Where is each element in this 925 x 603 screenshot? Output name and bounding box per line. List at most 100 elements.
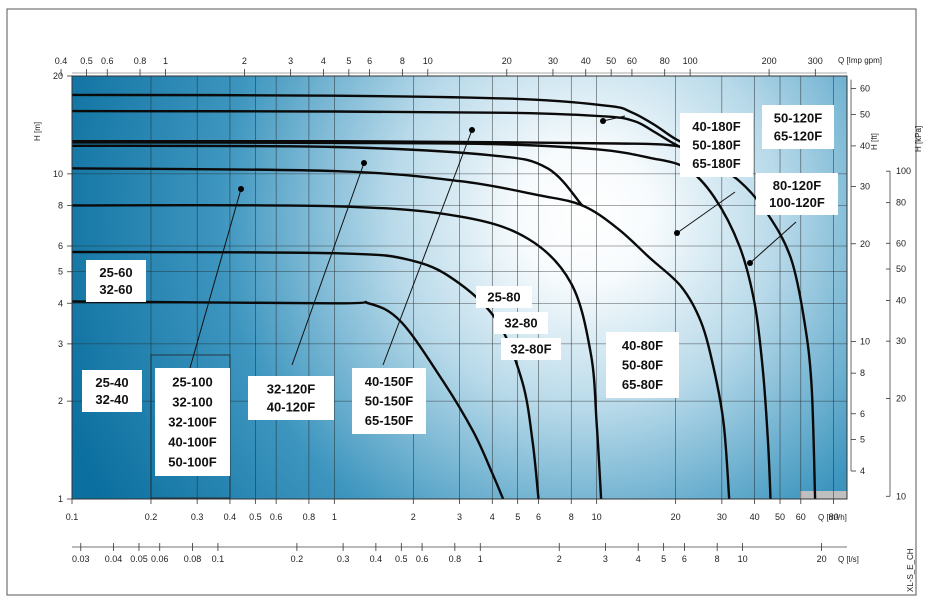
top-tick-label: 1: [163, 56, 168, 66]
pump-label: 32-80F: [510, 342, 551, 357]
right-kpa-tick-label: 20: [896, 393, 906, 403]
top-tick-label: 300: [808, 56, 823, 66]
bottom-tick-label: 0.4: [370, 554, 383, 564]
pump-curve-2: [72, 250, 540, 499]
pump-label: 50-180F: [692, 138, 740, 153]
bottom-tick-label: 0.06: [151, 554, 169, 564]
x-tick-label: 50: [775, 512, 785, 522]
pump-label: 25-60: [99, 265, 132, 280]
x-tick-label: 40: [750, 512, 760, 522]
y-tick-label: 3: [58, 339, 63, 349]
pump-curve-1: [72, 300, 505, 499]
pump-label: 32-80: [504, 316, 537, 331]
pump-label: 40-180F: [692, 119, 740, 134]
right-ft-tick-label: 4: [860, 466, 865, 476]
y-tick-label: 1: [58, 494, 63, 504]
pump-label: 65-150F: [365, 413, 413, 428]
y-tick-label: 5: [58, 267, 63, 277]
x-tick-label: 1: [332, 512, 337, 522]
x-tick-label: 3: [457, 512, 462, 522]
bottom-tick-label: 2: [557, 554, 562, 564]
bottom-tick-label: 0.05: [130, 554, 148, 564]
label-box: [762, 105, 834, 149]
right-kpa-tick-label: 50: [896, 264, 906, 274]
top-tick-label: 8: [400, 56, 405, 66]
label-box: [86, 260, 146, 302]
top-tick-label: 4: [321, 56, 326, 66]
top-tick-label: 200: [762, 56, 777, 66]
pump-label: 32-100F: [168, 415, 216, 430]
top-tick-label: 10: [423, 56, 433, 66]
bottom-tick-label: 0.1: [212, 554, 225, 564]
x-tick-label: 2: [411, 512, 416, 522]
pump-curve-9: [72, 93, 698, 151]
label-box: [82, 370, 142, 412]
top-tick-label: 6: [367, 56, 372, 66]
bottom-tick-label: 0.08: [184, 554, 202, 564]
bottom-tick-label: 20: [817, 554, 827, 564]
x-tick-label: 60: [796, 512, 806, 522]
top-tick-label: 60: [627, 56, 637, 66]
right-kpa-tick-label: 80: [896, 198, 906, 208]
top-axis-unit: Q [Imp gpm]: [838, 56, 882, 65]
right-ft-tick-label: 40: [860, 141, 870, 151]
leader-line: [676, 191, 736, 234]
leader-dot: [238, 186, 244, 192]
label-box: [756, 173, 838, 215]
y-tick-label: 4: [58, 298, 63, 308]
bottom-tick-label: 0.04: [105, 554, 123, 564]
pump-label: 40-150F: [365, 374, 413, 389]
x-tick-label: 80: [829, 512, 839, 522]
label-box: [155, 368, 230, 476]
x-tick-label: 8: [569, 512, 574, 522]
right-ft-tick-label: 5: [860, 435, 865, 445]
label-box: [501, 338, 561, 360]
leader-line: [602, 115, 626, 122]
right-ft-tick-label: 60: [860, 84, 870, 94]
x-tick-label: 5: [515, 512, 520, 522]
bottom-tick-label: 1: [478, 554, 483, 564]
label-box: [606, 332, 679, 398]
x-tick-label: 0.8: [303, 512, 316, 522]
right-ft-tick-label: 30: [860, 182, 870, 192]
pump-label: 40-100F: [168, 435, 216, 450]
curve-group: [72, 93, 817, 499]
pump-label: 50-150F: [365, 394, 413, 409]
pump-label: 50-120F: [774, 111, 822, 126]
bottom-tick-label: 0.03: [72, 554, 90, 564]
x-tick-label: 10: [592, 512, 602, 522]
pump-curve-3: [72, 203, 603, 499]
top-tick-label: 40: [581, 56, 591, 66]
top-tick-label: 20: [502, 56, 512, 66]
x-tick-label: 0.6: [270, 512, 283, 522]
right-kpa-tick-label: 30: [896, 336, 906, 346]
right-ft-tick-label: 50: [860, 109, 870, 119]
right-kpa-unit: H [kPa]: [914, 126, 923, 152]
right-ft-tick-label: 6: [860, 409, 865, 419]
top-tick-label: 2: [242, 56, 247, 66]
top-tick-label: 0.6: [101, 56, 114, 66]
bottom-tick-label: 0.8: [449, 554, 462, 564]
bottom-tick-label: 0.5: [395, 554, 408, 564]
leader-dot: [600, 118, 606, 124]
pump-curve-7: [72, 139, 698, 151]
x-tick-label: 0.1: [66, 512, 79, 522]
y-tick-label: 20: [53, 71, 63, 81]
label-box: [476, 286, 532, 308]
right-kpa-tick-label: 100: [896, 166, 911, 176]
y-tick-label: 2: [58, 396, 63, 406]
pump-label: 25-40: [95, 375, 128, 390]
top-tick-label: 0.4: [55, 56, 68, 66]
pump-label: 32-100: [172, 395, 212, 410]
top-tick-label: 30: [548, 56, 558, 66]
leader-dot: [674, 230, 680, 236]
label-box: [680, 113, 753, 177]
leader-line: [189, 188, 242, 369]
x-tick-label: 0.4: [224, 512, 237, 522]
bottom-axis-unit: Q [l/s]: [838, 555, 859, 564]
bottom-tick-label: 8: [715, 554, 720, 564]
x-tick-label: 4: [490, 512, 495, 522]
x-tick-label: 20: [671, 512, 681, 522]
pump-label: 40-120F: [267, 400, 315, 415]
